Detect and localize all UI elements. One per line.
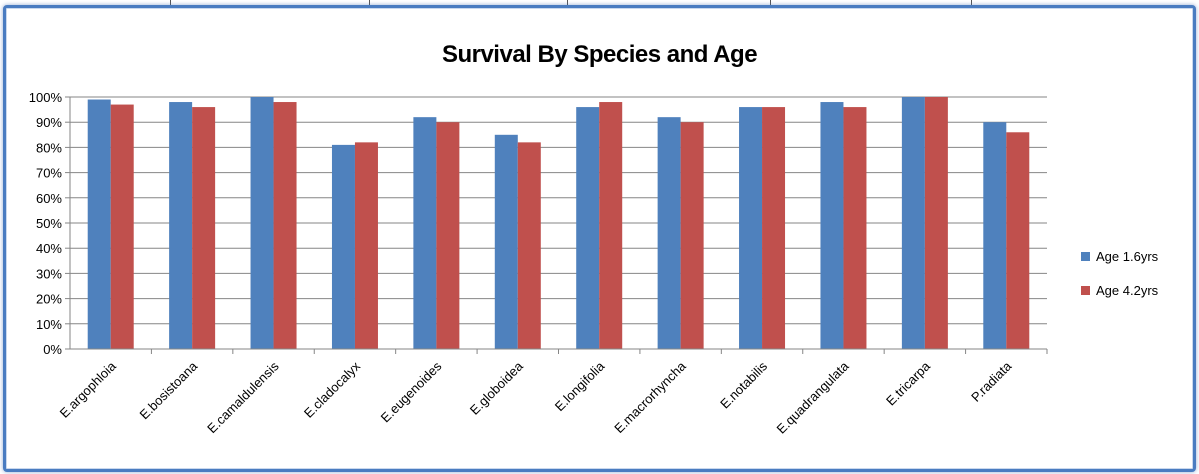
legend-item: Age 1.6yrs <box>1081 248 1158 264</box>
x-tick-label: E.macrorhyncha <box>611 358 689 436</box>
bar-age-4-2 <box>680 122 704 349</box>
x-tick-label: E.notabilis <box>717 358 770 411</box>
x-tick-label: E.cladocalyx <box>301 358 364 421</box>
y-tick-label: 100% <box>29 90 63 105</box>
bar-age-1-6 <box>250 97 274 349</box>
y-tick-label: 90% <box>36 115 62 130</box>
bar-age-4-2 <box>1006 132 1030 349</box>
x-tick-label: E.argophloia <box>57 358 120 421</box>
x-tick-label: E.globoidea <box>467 358 527 418</box>
x-tick-label: E.camaldulensis <box>204 358 282 436</box>
legend-label: Age 1.6yrs <box>1096 248 1159 264</box>
bar-age-1-6 <box>331 144 355 349</box>
x-tick-label: E.bosistoana <box>136 358 200 422</box>
bar-age-1-6 <box>494 134 518 349</box>
bar-age-1-6 <box>820 102 844 349</box>
top-edge-strip <box>0 0 1199 6</box>
bar-age-1-6 <box>901 97 925 349</box>
y-tick-label: 20% <box>36 292 62 307</box>
y-tick-label: 80% <box>36 140 62 155</box>
x-tick-label: E.eugenoides <box>378 358 445 425</box>
y-tick-label: 40% <box>36 241 62 256</box>
bar-age-1-6 <box>169 102 193 349</box>
y-tick-label: 0% <box>43 342 62 357</box>
x-tick-label: P.radiata <box>968 358 1015 405</box>
x-tick-label: E.longifolia <box>552 358 608 414</box>
y-tick-label: 30% <box>36 266 62 281</box>
bar-age-4-2 <box>762 107 786 349</box>
y-tick-label: 10% <box>36 317 62 332</box>
bar-age-4-2 <box>843 107 867 349</box>
bar-age-1-6 <box>739 107 763 349</box>
bar-age-4-2 <box>354 142 378 349</box>
x-tick-label: E.tricarpa <box>883 358 933 408</box>
legend-item: Age 4.2yrs <box>1081 282 1158 298</box>
bar-age-4-2 <box>517 142 541 349</box>
legend-swatch <box>1081 285 1090 295</box>
bar-age-1-6 <box>413 117 437 349</box>
bar-age-4-2 <box>599 102 623 349</box>
y-tick-label: 70% <box>36 166 62 181</box>
y-tick-label: 50% <box>36 216 62 231</box>
chart-title: Survival By Species and Age <box>441 41 758 68</box>
bar-age-4-2 <box>273 102 297 349</box>
bar-age-4-2 <box>436 122 460 349</box>
bar-age-4-2 <box>110 104 134 349</box>
y-tick-label: 60% <box>36 191 62 206</box>
x-tick-label: E.quadrangulata <box>773 358 852 437</box>
bar-age-1-6 <box>576 107 600 349</box>
legend-swatch <box>1081 251 1090 261</box>
bar-age-1-6 <box>657 117 681 349</box>
bar-age-4-2 <box>192 107 216 349</box>
legend-label: Age 4.2yrs <box>1096 282 1159 298</box>
bar-age-4-2 <box>924 97 948 349</box>
bar-age-1-6 <box>983 122 1007 349</box>
bar-age-1-6 <box>87 99 111 350</box>
